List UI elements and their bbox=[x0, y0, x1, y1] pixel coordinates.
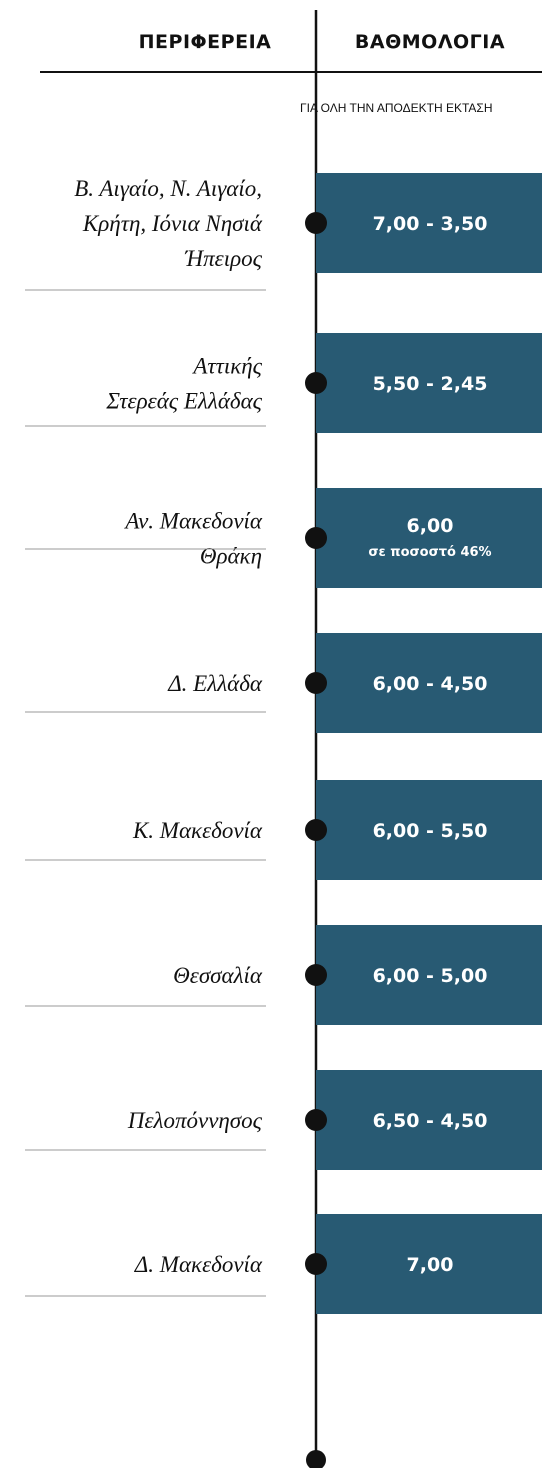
end-dot bbox=[306, 1450, 326, 1468]
region-name: Β. Αιγαίο, Ν. Αιγαίο, bbox=[74, 176, 262, 201]
score: 7,00 bbox=[407, 1254, 454, 1276]
region-name: Δ. Μακεδονία bbox=[134, 1252, 263, 1277]
score-box bbox=[316, 173, 542, 273]
header-left: ΠΕΡΙΦΕΡΕΙΑ bbox=[139, 31, 272, 53]
dot bbox=[305, 212, 327, 234]
score-box bbox=[316, 488, 542, 588]
score: 5,50 - 2,45 bbox=[373, 373, 488, 395]
dot bbox=[305, 1109, 327, 1131]
score: 7,00 - 3,50 bbox=[373, 213, 488, 235]
region-name: Πελοπόννησος bbox=[127, 1108, 263, 1133]
score: 6,00 - 4,50 bbox=[373, 673, 488, 695]
dot bbox=[305, 527, 327, 549]
region-name: Κ. Μακεδονία bbox=[132, 818, 263, 843]
score-box bbox=[316, 1214, 542, 1314]
score: 6,00 bbox=[407, 515, 454, 537]
region-name: Αττικής bbox=[191, 354, 262, 379]
score: 6,00 - 5,50 bbox=[373, 820, 488, 842]
dot bbox=[305, 1253, 327, 1275]
score-box bbox=[316, 333, 542, 433]
score-detail: σε ποσοστό 46% bbox=[368, 545, 491, 560]
score: 6,50 - 4,50 bbox=[373, 1110, 488, 1132]
dot bbox=[305, 372, 327, 394]
region-name: Κρήτη, Ιόνια Νησιά bbox=[82, 211, 263, 236]
score-box bbox=[316, 1070, 542, 1170]
dot bbox=[305, 964, 327, 986]
region-name: Στερεάς Ελλάδας bbox=[105, 389, 262, 414]
score-box bbox=[316, 633, 542, 733]
region-name: Θεσσαλία bbox=[173, 963, 263, 988]
region-name: Θράκη bbox=[200, 544, 262, 569]
region-name: Αν. Μακεδονία bbox=[123, 509, 263, 534]
header-right: ΒΑΘΜΟΛΟΓΙΑ bbox=[355, 31, 505, 53]
region-name: Δ. Ελλάδα bbox=[167, 671, 263, 696]
dot bbox=[305, 819, 327, 841]
dot bbox=[305, 672, 327, 694]
score-box bbox=[316, 925, 542, 1025]
region-name: Ήπειρος bbox=[184, 246, 263, 271]
score: 6,00 - 5,00 bbox=[373, 965, 488, 987]
note: ΓΙΑ ΟΛΗ ΤΗΝ ΑΠΟΔΕΚΤΗ ΕΚΤΑΣΗ bbox=[300, 101, 493, 115]
score-box bbox=[316, 780, 542, 880]
